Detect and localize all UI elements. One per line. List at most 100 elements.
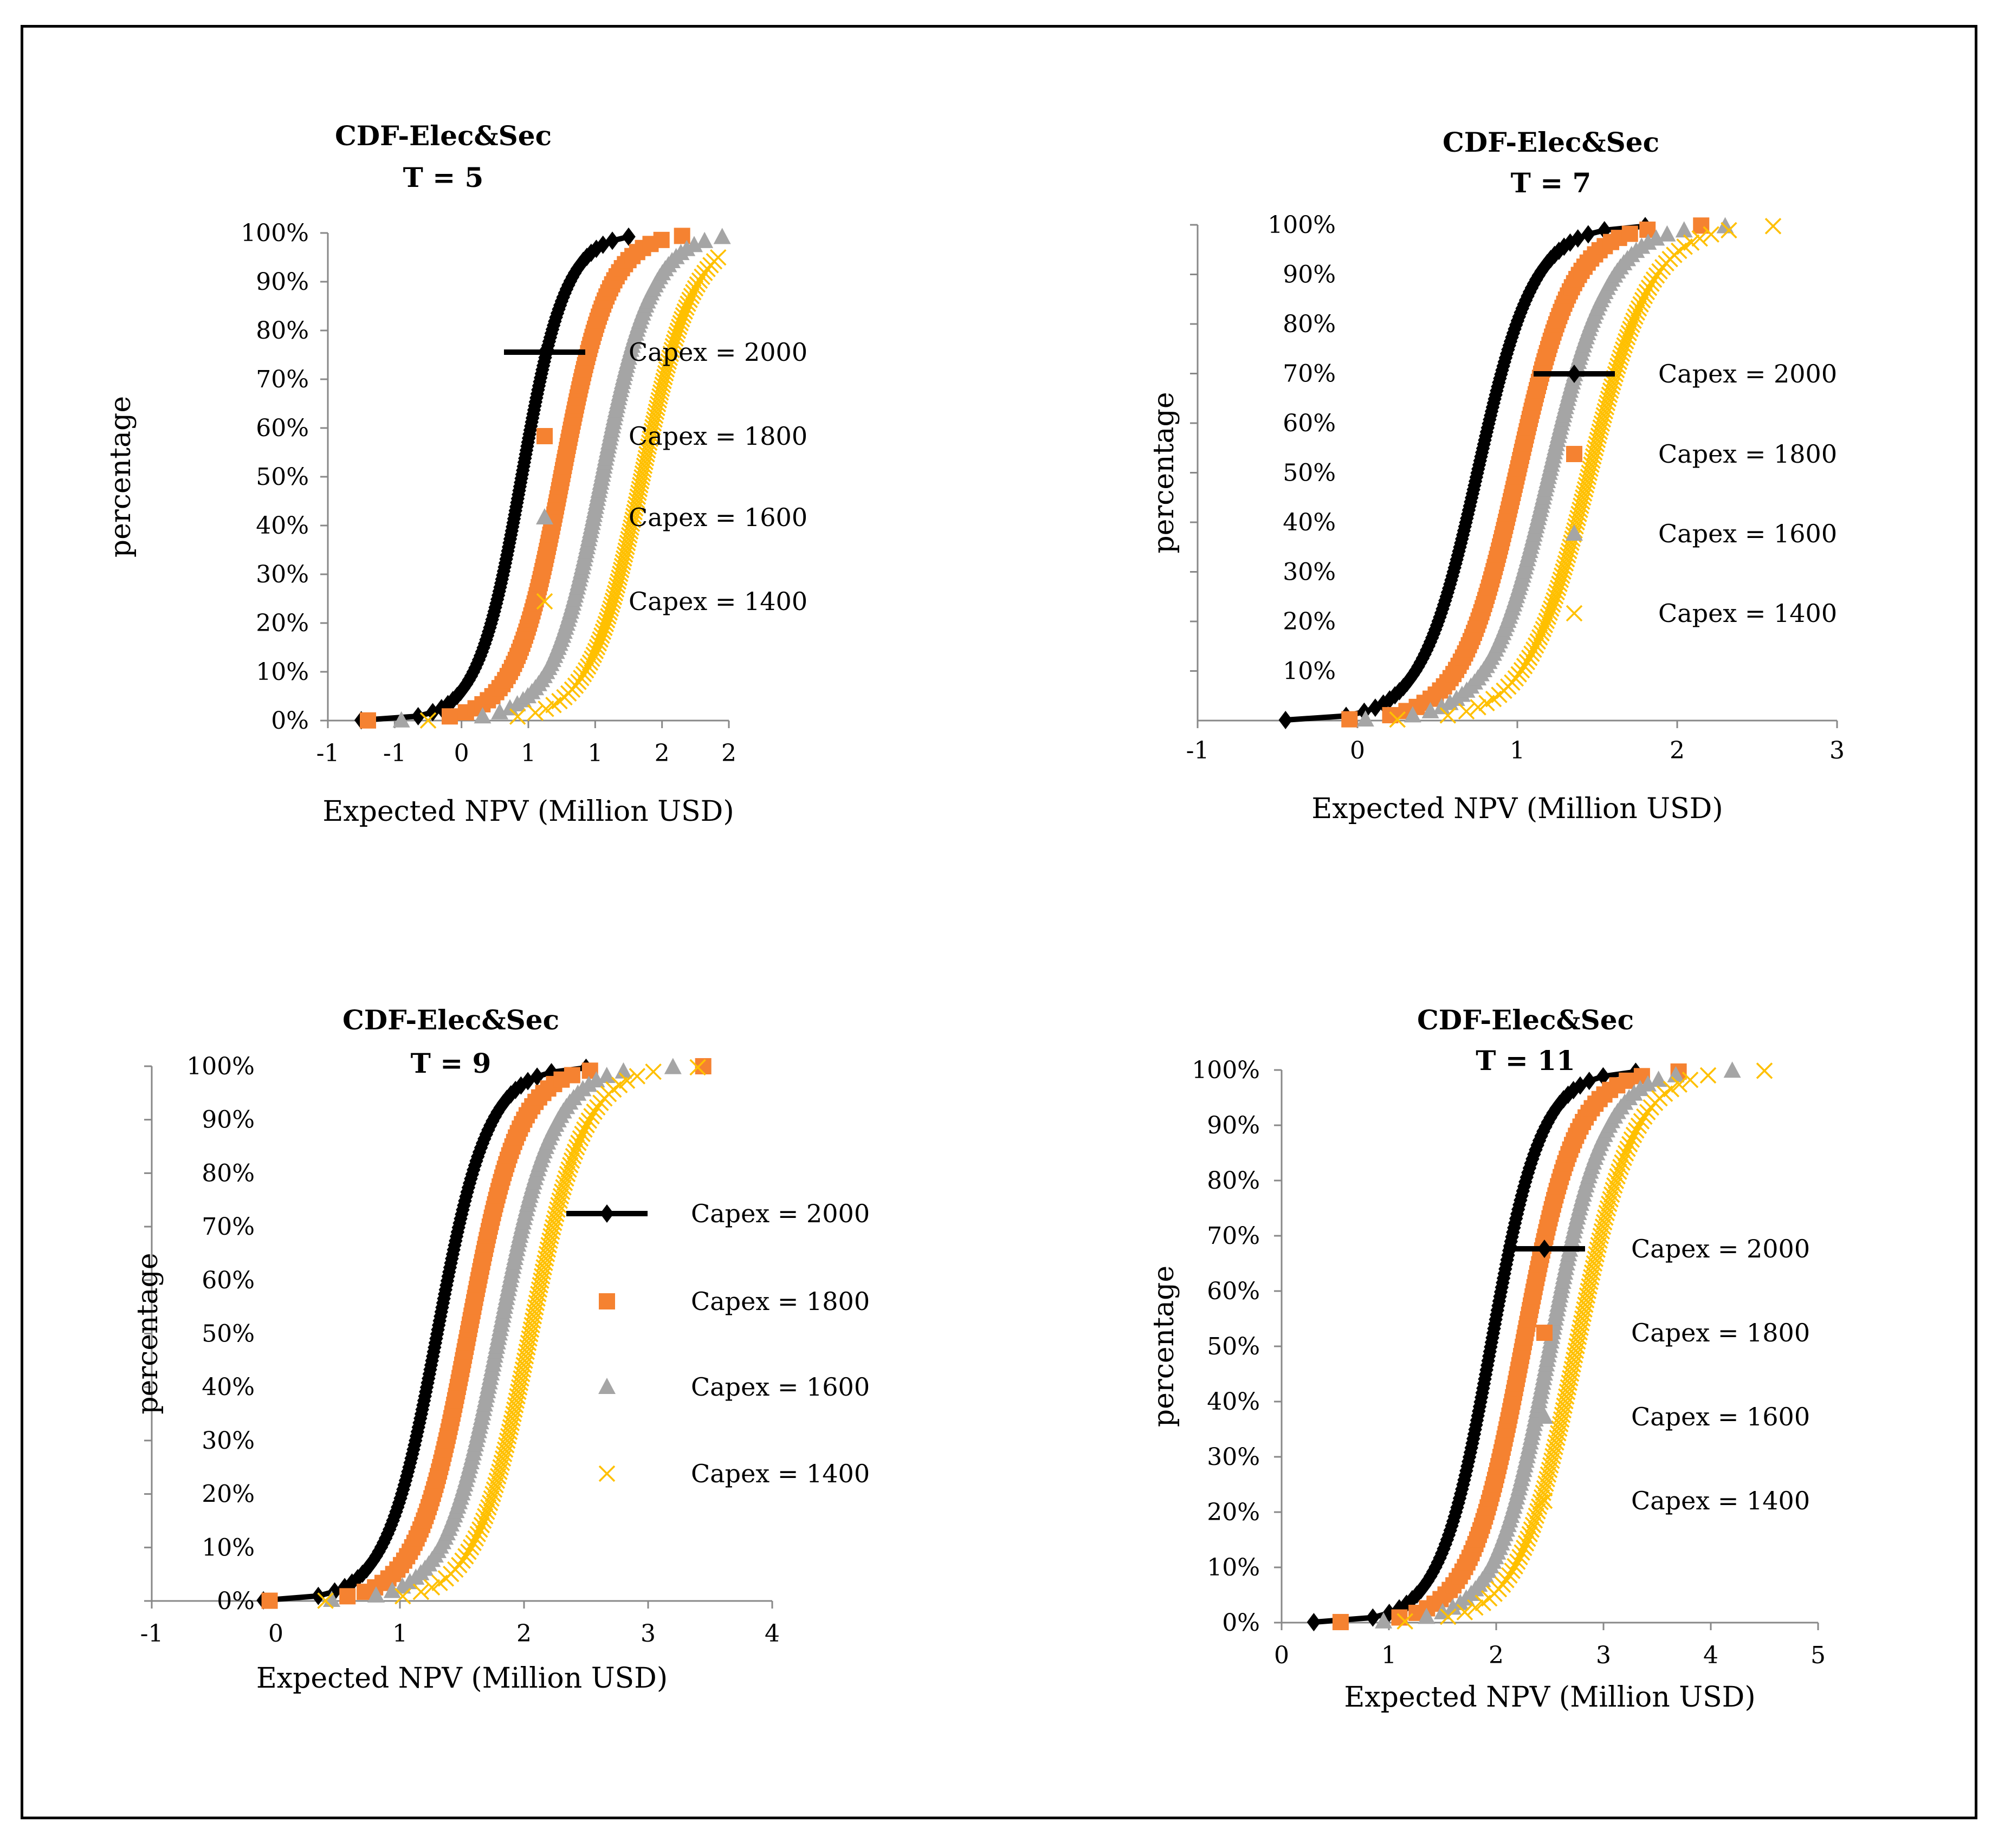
data-point (653, 231, 670, 248)
x-tick-label: 3 (641, 1620, 656, 1648)
marker-stroke (1439, 707, 1457, 724)
data-point (1597, 1209, 1614, 1226)
marker-stroke (395, 1588, 411, 1605)
marker-stroke (1632, 296, 1649, 313)
chart-title: CDF-Elec&Sec (342, 1004, 559, 1036)
legend-marker (538, 343, 552, 361)
data-point (1647, 229, 1665, 246)
legend-marker (1566, 605, 1583, 622)
marker-stroke (473, 1516, 490, 1534)
y-tick-label: 40% (256, 512, 309, 540)
y-tick-label: 20% (1207, 1499, 1260, 1526)
data-point (1636, 288, 1653, 304)
marker-stroke (685, 284, 702, 301)
data-point (687, 280, 704, 297)
marker-stroke (1615, 1150, 1632, 1166)
marker-stroke (1538, 1470, 1555, 1488)
data-point (480, 1499, 497, 1516)
marker-stroke (1456, 1604, 1473, 1620)
x-axis-label: Expected NPV (Million USD) (1344, 1681, 1755, 1714)
marker-stroke (611, 1077, 628, 1094)
marker-stroke (467, 1530, 484, 1547)
marker-stroke (1756, 1062, 1773, 1079)
series-capex2000 (1278, 217, 1652, 729)
data-point (1511, 1548, 1528, 1566)
legend-entry: Capex = 2000 (1534, 359, 1837, 388)
data-point (1611, 1163, 1627, 1180)
marker-stroke (1511, 1548, 1528, 1566)
data-point (1598, 1204, 1615, 1222)
data-point (1535, 620, 1551, 638)
marker-stroke (1609, 1168, 1626, 1185)
data-point (1467, 1599, 1484, 1616)
marker-stroke (1691, 230, 1708, 247)
marker-stroke (1682, 1072, 1699, 1088)
marker-stroke (486, 1481, 503, 1498)
marker-stroke (317, 1592, 334, 1609)
y-tick-label: 40% (202, 1373, 255, 1401)
x-tick-label: 1 (587, 740, 603, 767)
legend-marker (1537, 1240, 1551, 1258)
marker-stroke (583, 1107, 600, 1125)
legend-marker (1536, 1492, 1553, 1509)
chart-panel-t7: -1 0 1 2 3 10% 20% 30% 40% 50% 60% 70% 80% 90% 100% CDF… (1148, 126, 1845, 825)
marker-stroke (1440, 1608, 1457, 1625)
marker-stroke (1703, 226, 1719, 243)
data-point (509, 708, 526, 725)
marker-stroke (1603, 1186, 1620, 1203)
data-point (1595, 1214, 1613, 1231)
data-point (311, 1586, 326, 1605)
data-point (475, 1512, 492, 1529)
legend-entry: Capex = 1800 (1566, 439, 1837, 469)
legend-marker (598, 1378, 616, 1394)
marker-stroke (1633, 1113, 1650, 1130)
data-point (1529, 1503, 1546, 1520)
data-point (1615, 1150, 1632, 1166)
marker-stroke (1721, 222, 1737, 239)
marker-stroke (1536, 1480, 1553, 1497)
series-capex1800 (261, 1058, 712, 1609)
y-tick-label: 0% (1222, 1609, 1260, 1637)
data-point (317, 1592, 334, 1609)
marker-stroke (1516, 658, 1533, 675)
figure-border (21, 25, 1977, 1819)
marker-stroke (481, 1494, 499, 1512)
x-tick-label: 3 (1596, 1642, 1611, 1669)
data-point (1607, 1172, 1625, 1189)
data-point (556, 1175, 573, 1191)
data-point (560, 1161, 577, 1178)
data-point (1609, 1168, 1626, 1185)
data-point (1527, 637, 1544, 654)
legend-label: Capex = 1800 (1631, 1318, 1810, 1347)
data-point (689, 276, 706, 293)
data-point (474, 707, 492, 724)
y-tick-label: 10% (1283, 658, 1336, 685)
data-point (1537, 1475, 1554, 1492)
data-point (1612, 1158, 1629, 1176)
legend-entry: Capex = 1600 (536, 503, 807, 532)
marker-stroke (475, 1512, 492, 1529)
data-point (1391, 1609, 1408, 1626)
marker-stroke (1640, 280, 1658, 296)
data-point (467, 1530, 484, 1547)
x-tick-label: 3 (1829, 737, 1845, 764)
data-point (573, 670, 590, 686)
y-tick-label: 70% (1207, 1222, 1260, 1250)
marker-stroke (1636, 288, 1653, 304)
data-point (1624, 316, 1640, 333)
marker-stroke (1396, 1613, 1413, 1630)
x-tick-label: 1 (521, 740, 536, 767)
data-point (622, 227, 636, 246)
y-tick-label: 100% (241, 219, 309, 247)
data-point (393, 1577, 411, 1594)
legend-label: Capex = 1400 (1631, 1486, 1810, 1515)
data-point (1456, 1604, 1473, 1620)
data-point (1525, 641, 1542, 658)
marker-stroke (1593, 1223, 1611, 1240)
data-point (454, 1552, 471, 1569)
data-point (1630, 1117, 1647, 1134)
data-point (563, 1152, 580, 1169)
data-point (1509, 1553, 1526, 1570)
data-point (696, 231, 714, 248)
marker-stroke (1470, 699, 1486, 716)
